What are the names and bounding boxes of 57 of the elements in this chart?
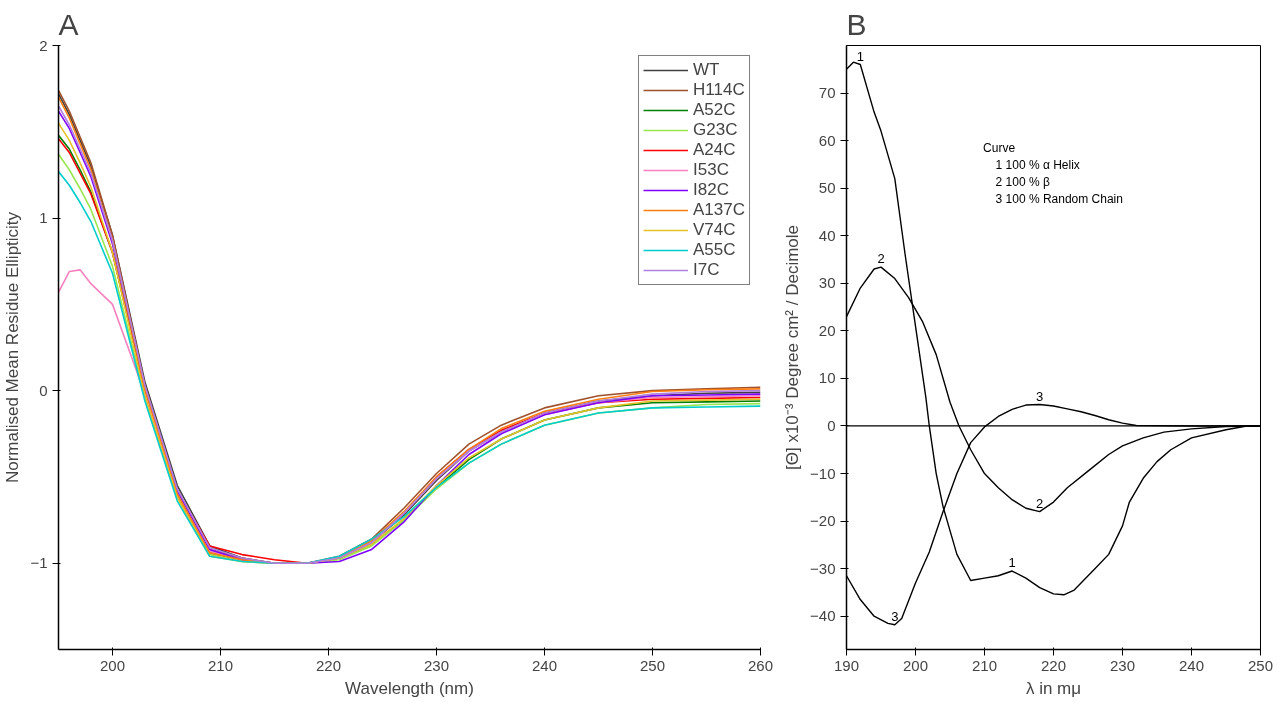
y-tick-label: 20 bbox=[818, 321, 836, 339]
legend-label: A52C bbox=[693, 100, 736, 120]
x-tick-label: 220 bbox=[315, 656, 342, 674]
annotation: Curve bbox=[983, 141, 1016, 156]
legend-label: A137C bbox=[693, 200, 745, 220]
annotation: 2 bbox=[877, 251, 885, 267]
y-tick-label: −40 bbox=[810, 607, 836, 625]
y-tick-label: −30 bbox=[810, 559, 836, 577]
annotation: 2 100 % β bbox=[995, 175, 1050, 189]
y-tick-label: 0 bbox=[827, 416, 836, 434]
x-tick-label: 200 bbox=[99, 656, 126, 674]
legend-label: I53C bbox=[693, 160, 729, 180]
y-tick-label: 0 bbox=[39, 381, 48, 399]
x-tick-label: 220 bbox=[1040, 656, 1067, 674]
y-tick-label: 2 bbox=[39, 36, 48, 54]
legend-label: A24C bbox=[693, 140, 736, 160]
x-tick-label: 250 bbox=[639, 656, 666, 674]
x-axis-title: λ in mμ bbox=[1025, 678, 1082, 698]
y-tick-label: −10 bbox=[810, 464, 836, 482]
x-tick-label: 230 bbox=[423, 656, 450, 674]
annotation: 3 100 % Random Chain bbox=[995, 191, 1123, 206]
legend-label: WT bbox=[693, 60, 720, 80]
annotation: 3 bbox=[1036, 388, 1044, 404]
chart-title: A bbox=[58, 7, 79, 41]
annotation: 2 bbox=[1036, 495, 1044, 511]
annotation: 1 bbox=[1008, 555, 1016, 571]
y-tick-label: 50 bbox=[818, 179, 836, 197]
y-tick-label: 30 bbox=[818, 274, 836, 292]
legend-label: A55C bbox=[693, 240, 736, 260]
x-tick-label: 250 bbox=[1247, 656, 1274, 674]
y-tick-label: 1 bbox=[39, 209, 48, 227]
x-axis-title: Wavelength (nm) bbox=[345, 678, 474, 698]
y-axis-title: [Θ] x10⁻³ Degree cm² / Decimole bbox=[783, 224, 803, 471]
x-tick-label: 240 bbox=[531, 656, 558, 674]
y-tick-label: 70 bbox=[818, 84, 836, 102]
y-tick-label: −20 bbox=[810, 512, 836, 530]
legend-label: I82C bbox=[693, 180, 729, 200]
x-tick-label: 210 bbox=[971, 656, 998, 674]
x-tick-label: 240 bbox=[1178, 656, 1205, 674]
annotation: 3 bbox=[891, 608, 899, 624]
x-tick-label: 260 bbox=[747, 656, 774, 674]
chart-title: B bbox=[846, 7, 867, 41]
x-tick-label: 190 bbox=[833, 656, 860, 674]
legend-label: G23C bbox=[693, 120, 738, 140]
y-tick-label: 40 bbox=[818, 226, 836, 244]
legend-label: I7C bbox=[693, 260, 720, 280]
x-tick-label: 210 bbox=[207, 656, 234, 674]
y-tick-label: 60 bbox=[818, 131, 836, 149]
x-tick-label: 200 bbox=[902, 656, 929, 674]
legend-label: V74C bbox=[693, 220, 736, 240]
annotation: 1 bbox=[856, 48, 864, 64]
y-tick-label: −1 bbox=[30, 554, 48, 572]
x-tick-label: 230 bbox=[1109, 656, 1136, 674]
y-axis-title: Normalised Mean Residue Ellipticity bbox=[3, 211, 23, 484]
legend-label: H114C bbox=[693, 80, 745, 100]
annotation: 1 100 % α Helix bbox=[995, 158, 1080, 173]
y-tick-label: 10 bbox=[818, 369, 836, 387]
